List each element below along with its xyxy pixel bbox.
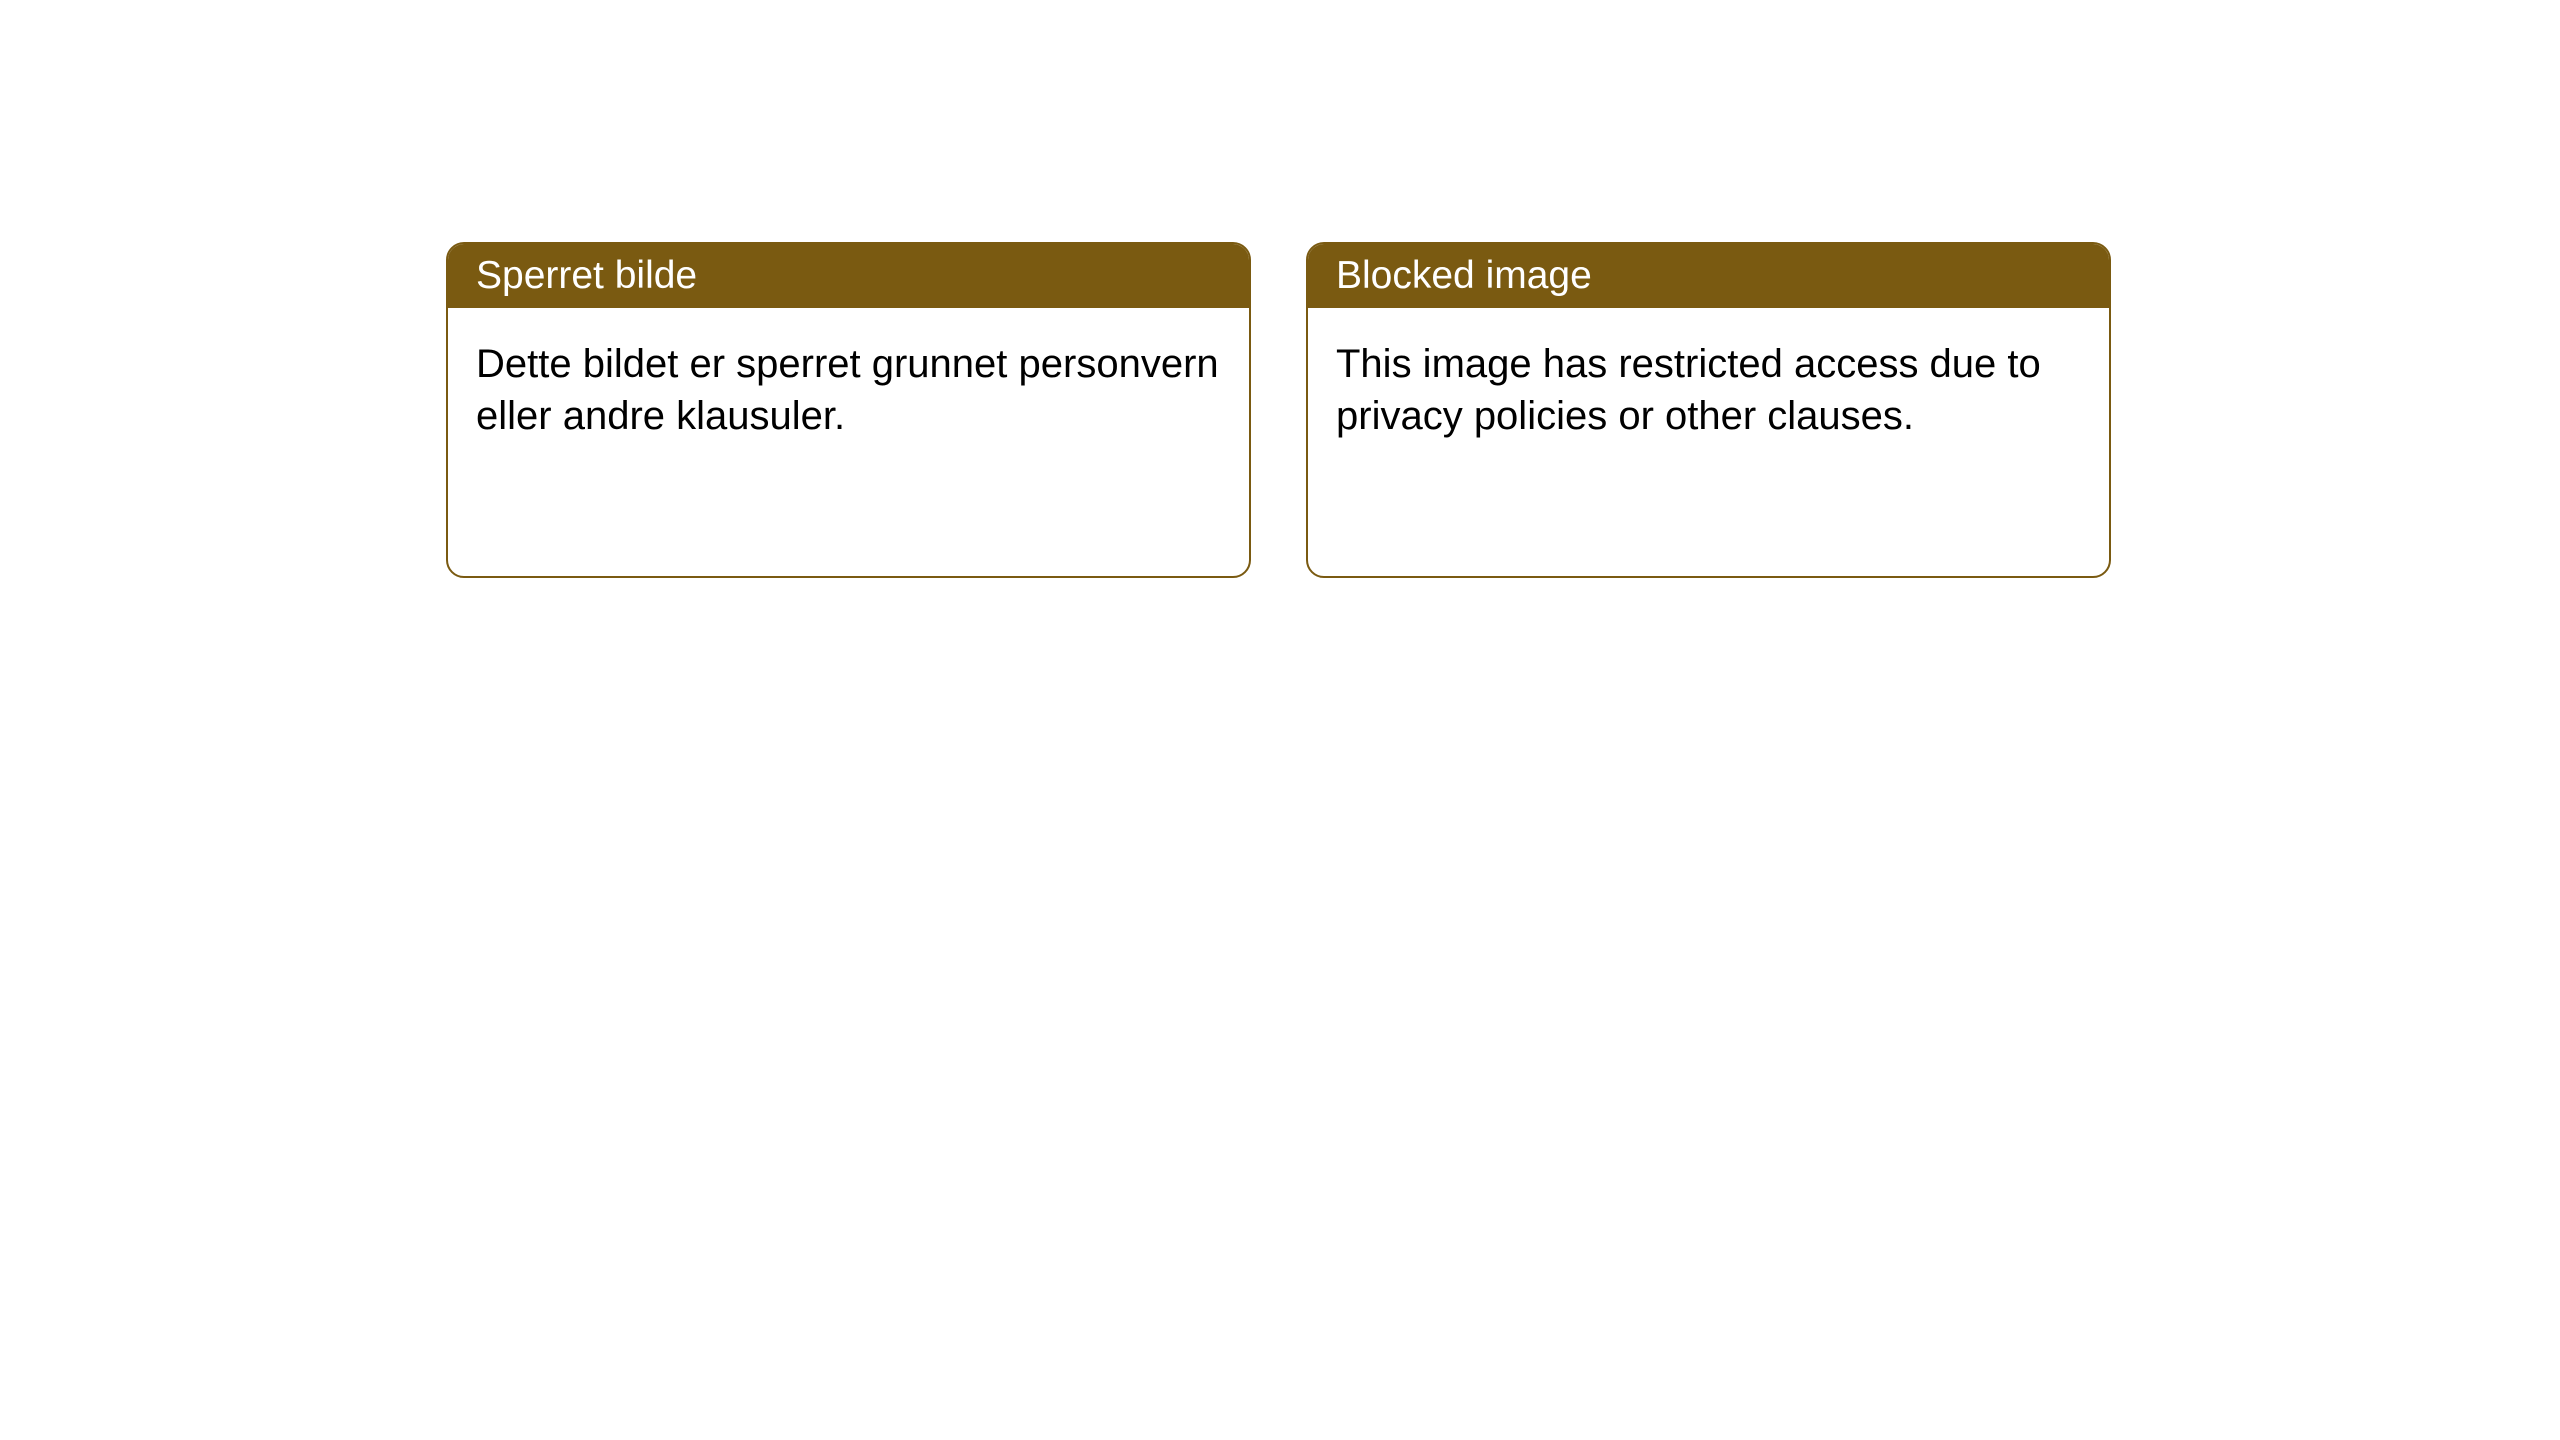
notice-body: Dette bildet er sperret grunnet personve… [448, 308, 1249, 472]
notice-card-english: Blocked image This image has restricted … [1306, 242, 2111, 578]
notice-body: This image has restricted access due to … [1308, 308, 2109, 472]
notice-container: Sperret bilde Dette bildet er sperret gr… [0, 0, 2560, 578]
notice-card-norwegian: Sperret bilde Dette bildet er sperret gr… [446, 242, 1251, 578]
notice-header: Blocked image [1308, 244, 2109, 308]
notice-header: Sperret bilde [448, 244, 1249, 308]
